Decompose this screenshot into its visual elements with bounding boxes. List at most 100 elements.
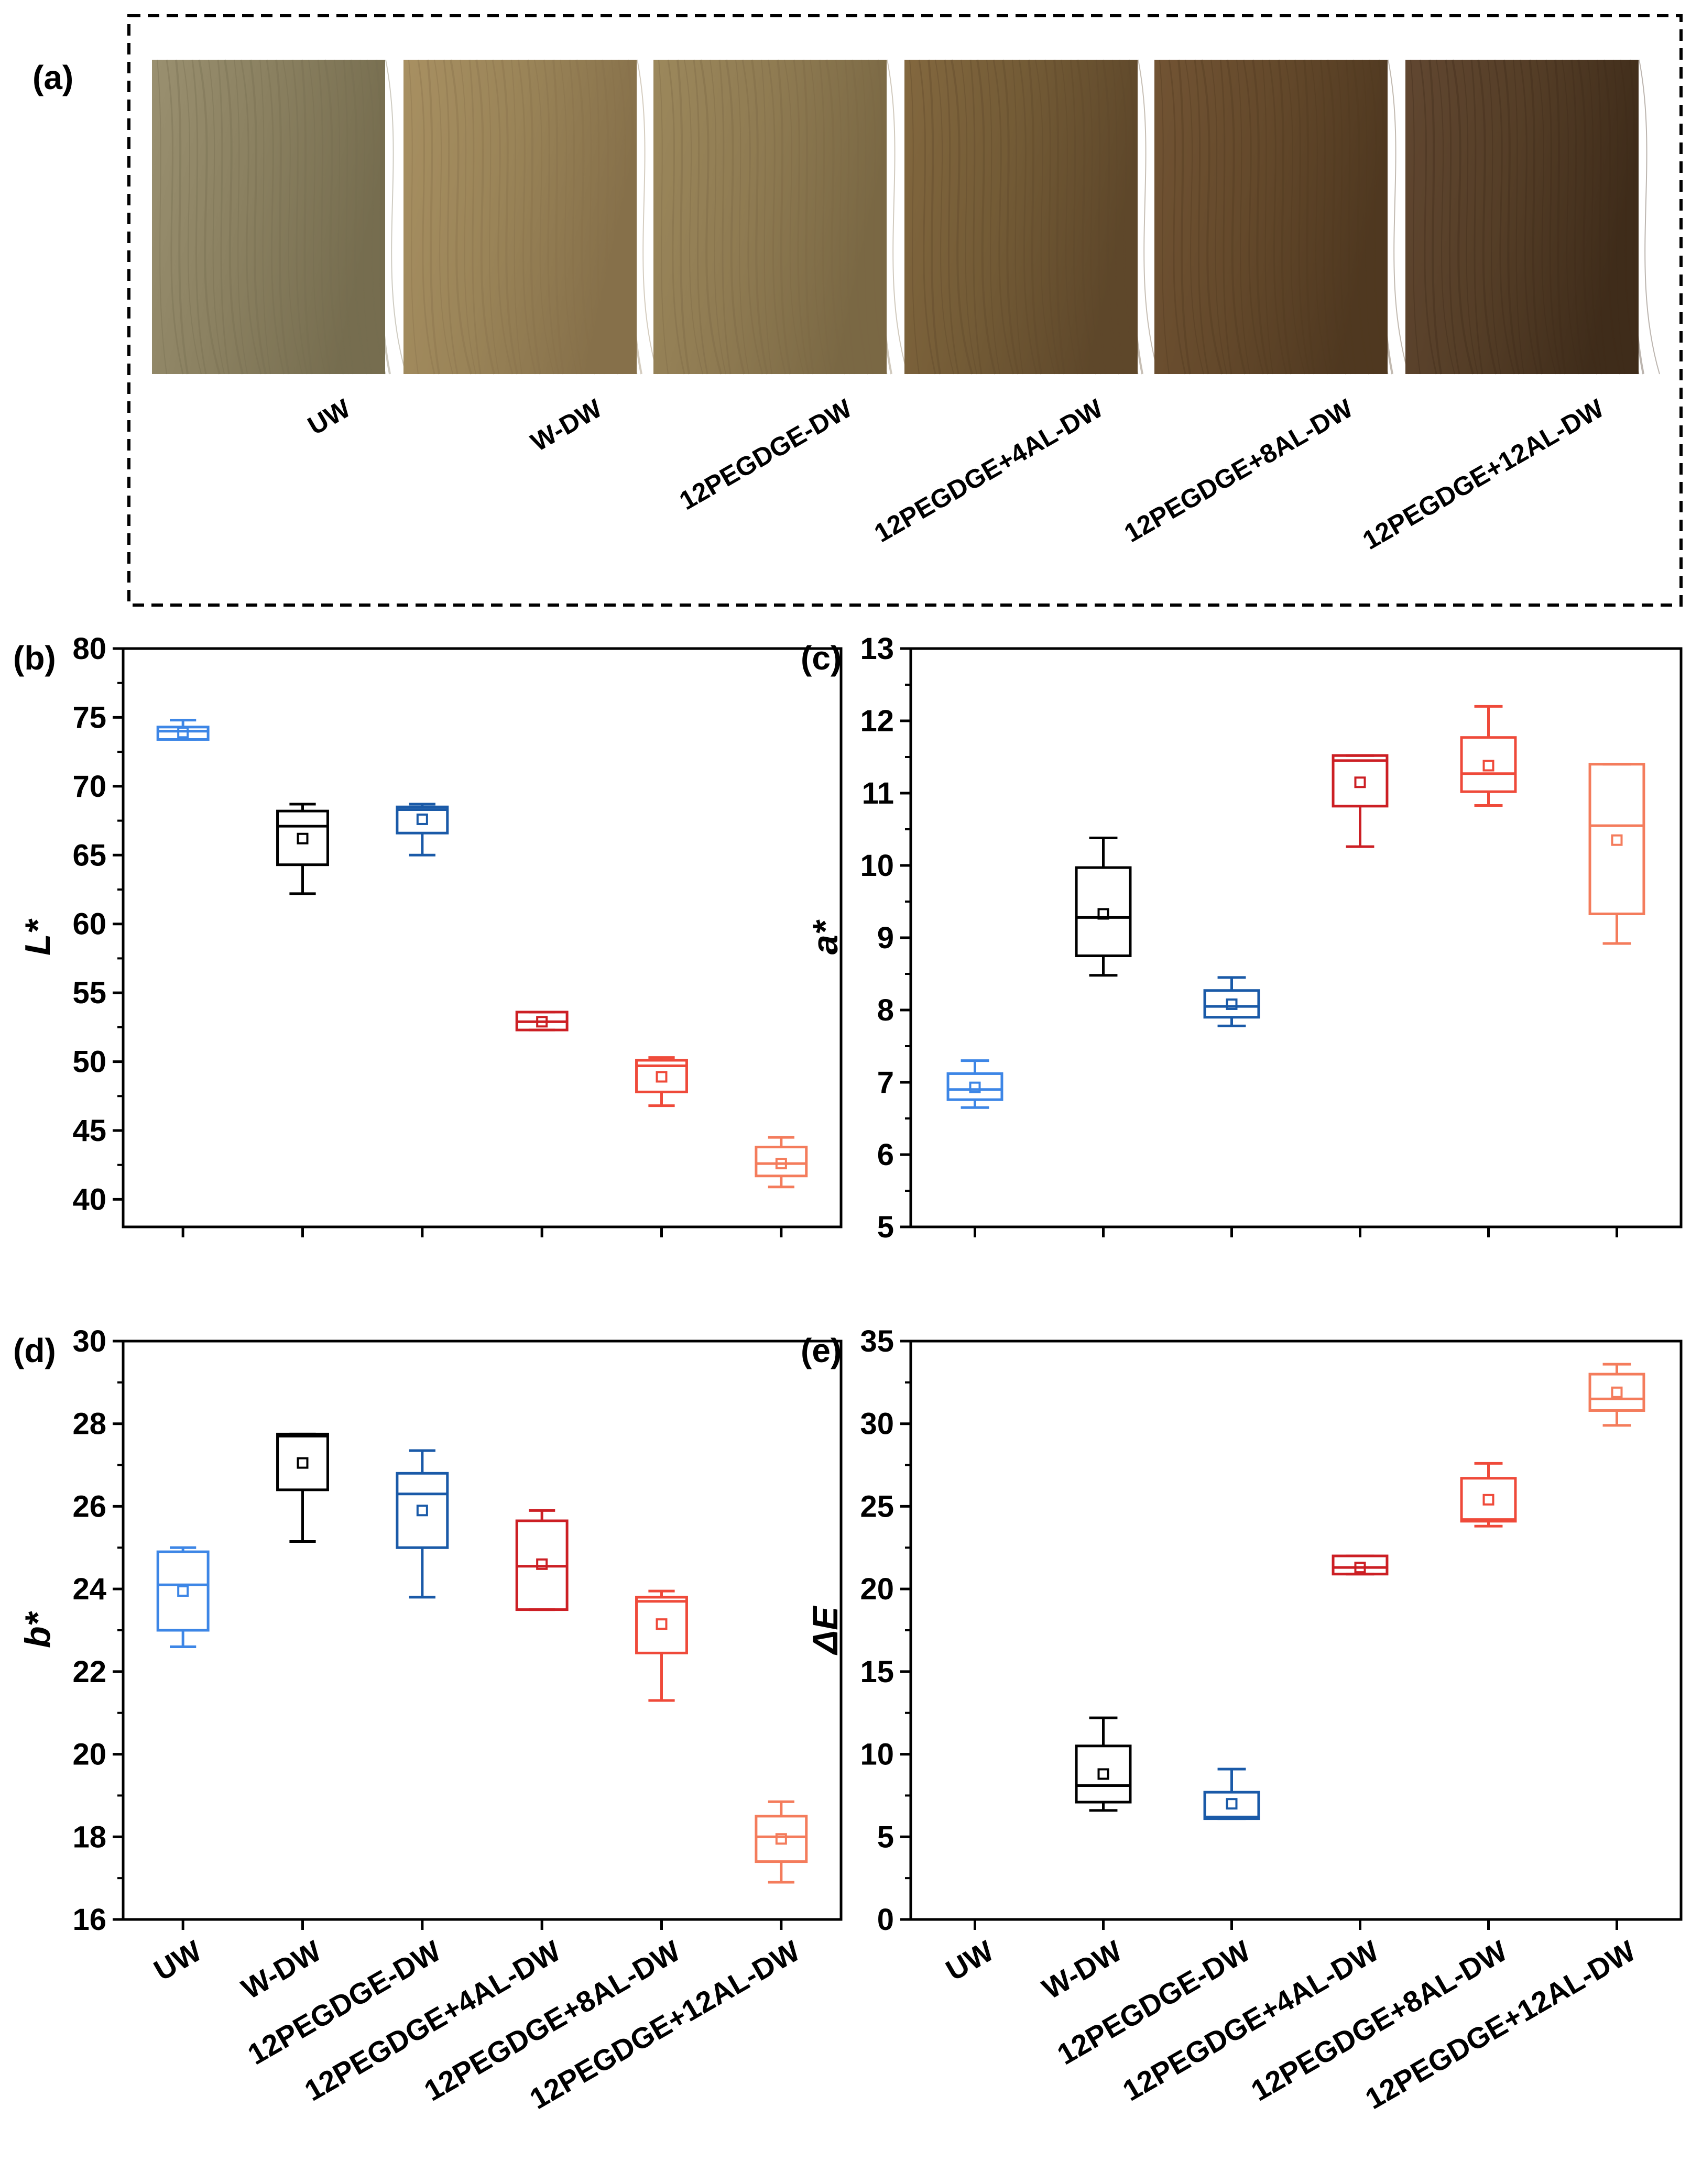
- y-tick-label: 16: [72, 1903, 106, 1937]
- iqr-box: [396, 1472, 449, 1549]
- iqr-box: [1332, 1554, 1389, 1576]
- y-tick-label: 75: [72, 700, 106, 734]
- iqr-box: [1460, 736, 1517, 793]
- iqr-box: [1075, 1744, 1132, 1804]
- mean-marker: [1482, 1494, 1494, 1506]
- wood-sample-photo: 12PEGDGE+12AL-DW: [1358, 59, 1660, 555]
- box-5: [755, 1800, 808, 1884]
- wood-sample-photo: UW: [152, 59, 407, 441]
- y-tick-label: 12: [860, 704, 894, 738]
- plot-frame: [122, 1340, 843, 1921]
- plot-frame: [909, 1340, 1683, 1921]
- y-tick-label: 6: [877, 1138, 894, 1172]
- mean-marker: [1482, 760, 1494, 772]
- y-tick-label: 45: [72, 1114, 106, 1148]
- iqr-box: [1203, 989, 1260, 1019]
- box-plot-0: (b) 40 45 50 55 60 65 70 75 80 L*: [13, 632, 843, 1237]
- box-0: [946, 1059, 1003, 1109]
- y-tick-label: 5: [877, 1210, 894, 1244]
- sample-label: 12PEGDGE+4AL-DW: [869, 393, 1108, 548]
- box-2: [396, 1449, 449, 1599]
- mean-marker: [1354, 1562, 1366, 1574]
- x-category-label: W-DW: [1037, 1934, 1127, 2005]
- mean-marker: [1226, 998, 1238, 1010]
- panel-label: (e): [801, 1332, 842, 1369]
- sample-label: 12PEGDGE-DW: [674, 393, 857, 516]
- mean-marker: [1611, 834, 1623, 846]
- box-0: [156, 719, 210, 741]
- box-4: [1460, 1462, 1517, 1528]
- mean-marker: [416, 813, 428, 825]
- y-axis-title: a*: [805, 919, 845, 954]
- box-2: [396, 803, 449, 857]
- sample-label: 12PEGDGE+12AL-DW: [1358, 393, 1609, 555]
- panel-a-label: (a): [32, 59, 73, 96]
- y-tick-label: 30: [860, 1407, 894, 1441]
- iqr-box: [156, 1550, 210, 1632]
- box-3: [1332, 1554, 1389, 1576]
- iqr-box: [1460, 1477, 1517, 1523]
- y-tick-label: 20: [72, 1738, 106, 1772]
- mean-marker: [1611, 1386, 1623, 1398]
- box-5: [1588, 763, 1645, 945]
- y-axis-title: b*: [18, 1610, 58, 1648]
- mean-marker: [656, 1071, 668, 1083]
- wood-sample-photo: W-DW: [403, 59, 658, 457]
- box-4: [635, 1589, 688, 1702]
- box-3: [515, 1509, 569, 1611]
- y-tick-label: 22: [72, 1655, 106, 1689]
- sample-label: 12PEGDGE+8AL-DW: [1119, 393, 1358, 548]
- box-3: [1332, 754, 1389, 848]
- y-tick-label: 0: [877, 1903, 894, 1937]
- iqr-box: [1203, 1791, 1260, 1820]
- mean-marker: [297, 832, 309, 844]
- wood-sample-photo: 12PEGDGE+8AL-DW: [1119, 59, 1409, 548]
- iqr-box: [635, 1059, 688, 1093]
- y-tick-label: 50: [72, 1045, 106, 1079]
- y-tick-label: 7: [877, 1066, 894, 1100]
- x-category-label: UW: [940, 1934, 999, 1987]
- sample-label: UW: [303, 393, 356, 441]
- iqr-box: [1588, 763, 1645, 915]
- y-tick-label: 60: [72, 907, 106, 941]
- y-axis-title: ΔE: [805, 1605, 845, 1656]
- iqr-box: [755, 1146, 808, 1178]
- y-tick-label: 5: [877, 1820, 894, 1854]
- y-tick-label: 24: [72, 1572, 106, 1606]
- iqr-box: [946, 1072, 1003, 1101]
- y-tick-label: 70: [72, 770, 106, 804]
- box-0: [156, 1546, 210, 1649]
- panel-label: (d): [13, 1332, 56, 1369]
- box-4: [1460, 705, 1517, 807]
- box-4: [635, 1056, 688, 1107]
- box-5: [1588, 1363, 1645, 1427]
- y-tick-label: 80: [72, 632, 106, 666]
- y-tick-label: 65: [72, 838, 106, 872]
- box-plot-1: (c) 5 6 7 8 9 10 11 12 13 a*: [801, 632, 1683, 1244]
- y-tick-label: 10: [860, 1738, 894, 1772]
- iqr-box: [1075, 866, 1132, 958]
- mean-marker: [775, 1833, 787, 1845]
- wood-sample-photos: UW W-DW 12PEGDGE-DW 12PEGDGE+4AL-DW 12PEGDGE…: [152, 59, 1660, 555]
- box-1: [1075, 837, 1132, 977]
- y-tick-label: 35: [860, 1324, 894, 1358]
- x-category-label: 12PEGDGE-DW: [242, 1934, 446, 2071]
- iqr-box: [276, 1432, 329, 1491]
- iqr-box: [1332, 754, 1389, 808]
- y-tick-label: 20: [860, 1572, 894, 1606]
- x-category-label: UW: [148, 1934, 207, 1987]
- y-tick-label: 8: [877, 993, 894, 1027]
- panel-label: (c): [801, 639, 842, 677]
- box-2: [1203, 1768, 1260, 1820]
- box-2: [1203, 976, 1260, 1027]
- mean-marker: [536, 1558, 548, 1570]
- y-tick-label: 11: [862, 776, 894, 810]
- panel-a-photographs: (a) UW W-DW 12PEGDGE-DW 12PEGDGE+4AL-DW 12PE…: [32, 14, 1683, 607]
- y-tick-label: 30: [72, 1324, 106, 1358]
- box-1: [1075, 1716, 1132, 1812]
- panel-a-dashed-border: [127, 14, 1683, 607]
- mean-marker: [177, 727, 189, 739]
- iqr-box: [635, 1596, 688, 1654]
